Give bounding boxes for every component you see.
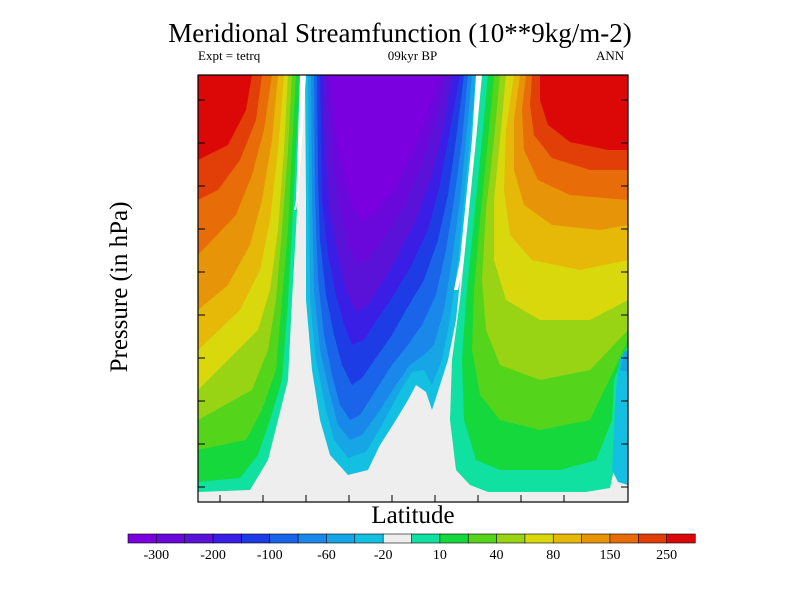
colorbar-swatch — [609, 533, 639, 544]
colorbar-swatch — [127, 533, 157, 544]
colorbar-tick-label: 80 — [546, 548, 560, 563]
colorbar-tick-label: 250 — [656, 548, 677, 563]
season-label: ANN — [596, 48, 625, 63]
north-contour-band — [198, 75, 252, 160]
colorbar-swatch — [524, 533, 554, 544]
colorbar-swatch — [581, 533, 611, 544]
zero-contour-line — [454, 75, 482, 290]
colorbar-swatch — [411, 533, 441, 544]
colorbar-swatch — [467, 533, 498, 544]
colorbar-tick-label: 150 — [599, 548, 620, 563]
south-negative-patch — [620, 350, 628, 372]
south-contour-band — [540, 75, 628, 150]
colorbar-swatch — [496, 533, 526, 544]
chart-title: Meridional Streamfunction (10**9kg/m-2) — [168, 18, 632, 48]
colorbar-swatch — [326, 533, 356, 544]
zero-contour-line — [294, 75, 306, 210]
colorbar-tick-label: -300 — [144, 548, 170, 563]
colorbar-tick-label: -200 — [200, 548, 226, 563]
colorbar-swatch — [637, 533, 668, 544]
colorbar-swatch — [666, 533, 696, 544]
colorbar-swatch — [439, 533, 469, 544]
colorbar-swatch — [297, 533, 328, 544]
colorbar-swatch — [156, 533, 186, 544]
south-negative-patch — [612, 350, 628, 485]
colorbar-tick-label: 10 — [433, 548, 447, 563]
plot-frame — [197, 74, 629, 503]
colorbar-swatch — [382, 533, 413, 544]
colorbar-swatch — [212, 533, 243, 544]
x-axis-label: Latitude — [371, 502, 455, 529]
colorbar-tick-label: -100 — [257, 548, 283, 563]
colorbar-tick-label: -60 — [317, 548, 336, 563]
colorbar-swatch — [241, 533, 271, 544]
period-label: 09kyr BP — [387, 48, 438, 63]
colorbar-swatch — [184, 533, 214, 544]
colorbar-swatch — [354, 533, 384, 544]
colorbar-swatch — [269, 533, 299, 544]
colorbar-tick-label: -20 — [374, 548, 393, 563]
tropical-contour-band — [330, 75, 440, 222]
colorbar-tick-label: 40 — [490, 548, 504, 563]
experiment-label: Expt = tetrq — [198, 48, 261, 63]
colorbar-swatch — [552, 533, 583, 544]
